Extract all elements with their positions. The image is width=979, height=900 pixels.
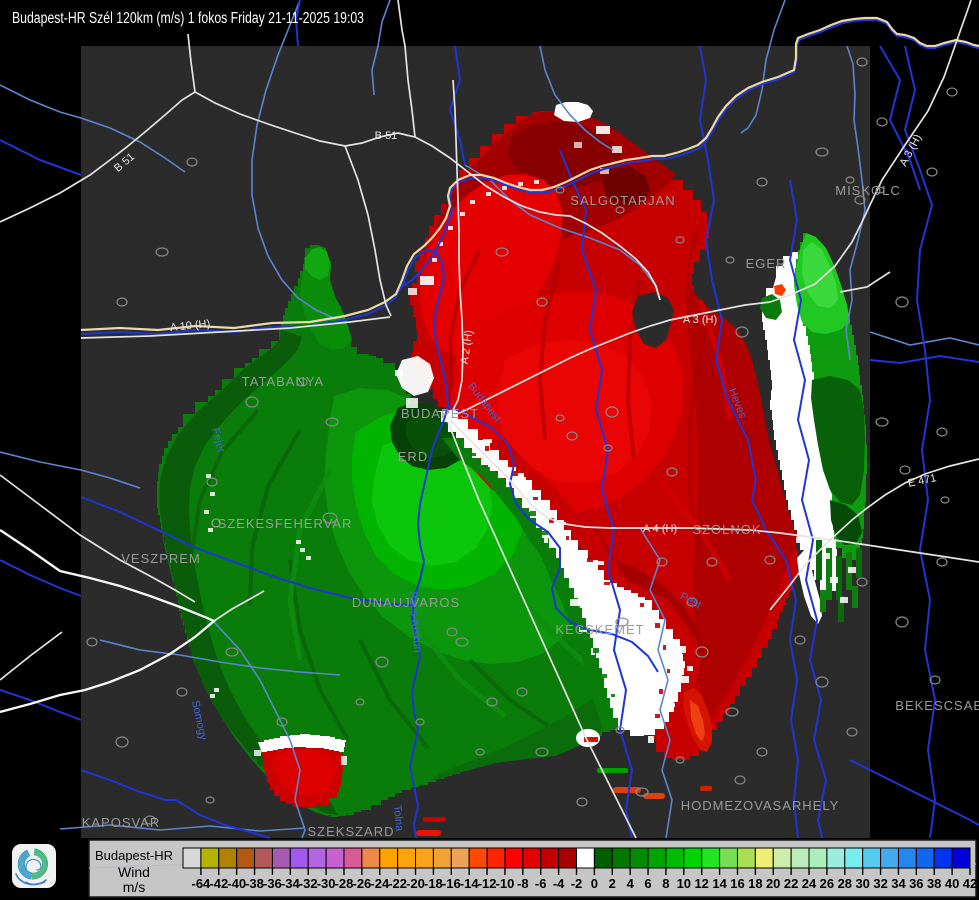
svg-text:42: 42 (963, 876, 977, 891)
svg-text:10: 10 (677, 876, 691, 891)
svg-text:-24: -24 (370, 876, 390, 891)
svg-text:TATABANYA: TATABANYA (242, 374, 324, 389)
svg-text:26: 26 (820, 876, 834, 891)
svg-text:VESZPREM: VESZPREM (121, 551, 201, 566)
svg-text:-20: -20 (406, 876, 425, 891)
svg-text:14: 14 (712, 876, 727, 891)
svg-text:BUDAPEST: BUDAPEST (401, 406, 479, 421)
svg-text:Bács-Kiskun: Bács-Kiskun (406, 591, 423, 653)
svg-text:30: 30 (855, 876, 869, 891)
svg-text:40: 40 (945, 876, 959, 891)
svg-text:-36: -36 (263, 876, 282, 891)
svg-text:Budapest-HR Szél 120km (m/s) 1: Budapest-HR Szél 120km (m/s) 1 fokos Fri… (12, 10, 364, 27)
svg-text:B 51: B 51 (375, 130, 398, 142)
svg-text:EGER: EGER (746, 256, 787, 271)
svg-text:-22: -22 (388, 876, 407, 891)
svg-text:38: 38 (927, 876, 941, 891)
svg-text:34: 34 (891, 876, 906, 891)
svg-text:m/s: m/s (123, 879, 146, 895)
svg-text:-26: -26 (353, 876, 372, 891)
svg-text:0: 0 (591, 876, 598, 891)
svg-text:Budapest-HR: Budapest-HR (95, 848, 173, 863)
svg-text:-4: -4 (553, 876, 565, 891)
svg-text:KAPOSVAR: KAPOSVAR (82, 815, 161, 830)
svg-text:MISKOLC: MISKOLC (835, 183, 901, 198)
svg-text:BEKESCSABA: BEKESCSABA (895, 698, 979, 713)
svg-text:-16: -16 (442, 876, 461, 891)
svg-text:SALGOTARJAN: SALGOTARJAN (570, 193, 675, 208)
svg-text:28: 28 (838, 876, 852, 891)
svg-text:24: 24 (802, 876, 817, 891)
svg-text:12: 12 (694, 876, 708, 891)
svg-text:-18: -18 (424, 876, 443, 891)
svg-text:-30: -30 (317, 876, 336, 891)
svg-text:A 2 (H): A 2 (H) (459, 329, 476, 365)
svg-text:16: 16 (730, 876, 744, 891)
svg-text:4: 4 (627, 876, 635, 891)
svg-text:A 3 (H): A 3 (H) (683, 314, 717, 326)
svg-text:-40: -40 (227, 876, 246, 891)
svg-text:-32: -32 (299, 876, 318, 891)
svg-text:DUNAUJVAROS: DUNAUJVAROS (352, 595, 460, 610)
svg-text:20: 20 (766, 876, 780, 891)
svg-text:-12: -12 (478, 876, 497, 891)
svg-text:-34: -34 (281, 876, 301, 891)
svg-text:-10: -10 (496, 876, 515, 891)
svg-text:SZEKSZARD: SZEKSZARD (307, 824, 394, 839)
svg-text:ERD: ERD (398, 449, 428, 464)
svg-text:2: 2 (609, 876, 616, 891)
svg-text:-6: -6 (535, 876, 547, 891)
svg-text:36: 36 (909, 876, 923, 891)
svg-text:22: 22 (784, 876, 798, 891)
svg-text:A 4 (H): A 4 (H) (643, 523, 677, 535)
svg-text:Wind: Wind (118, 864, 150, 880)
svg-text:Tolna: Tolna (391, 804, 405, 832)
svg-text:-2: -2 (571, 876, 583, 891)
svg-text:-14: -14 (460, 876, 480, 891)
svg-text:-28: -28 (335, 876, 354, 891)
svg-text:A 10 (H): A 10 (H) (169, 318, 210, 334)
svg-text:8: 8 (662, 876, 669, 891)
svg-text:32: 32 (873, 876, 887, 891)
svg-text:SZOLNOK: SZOLNOK (692, 522, 761, 537)
svg-text:SZEKESFEHERVAR: SZEKESFEHERVAR (218, 516, 353, 531)
svg-text:-64: -64 (192, 876, 212, 891)
svg-text:18: 18 (748, 876, 762, 891)
svg-text:-38: -38 (245, 876, 264, 891)
svg-text:E 471: E 471 (907, 472, 938, 490)
svg-text:6: 6 (644, 876, 651, 891)
svg-text:-8: -8 (517, 876, 529, 891)
svg-text:KECSKEMET: KECSKEMET (555, 622, 644, 637)
svg-text:HODMEZOVASARHELY: HODMEZOVASARHELY (681, 798, 840, 813)
svg-text:-42: -42 (209, 876, 228, 891)
